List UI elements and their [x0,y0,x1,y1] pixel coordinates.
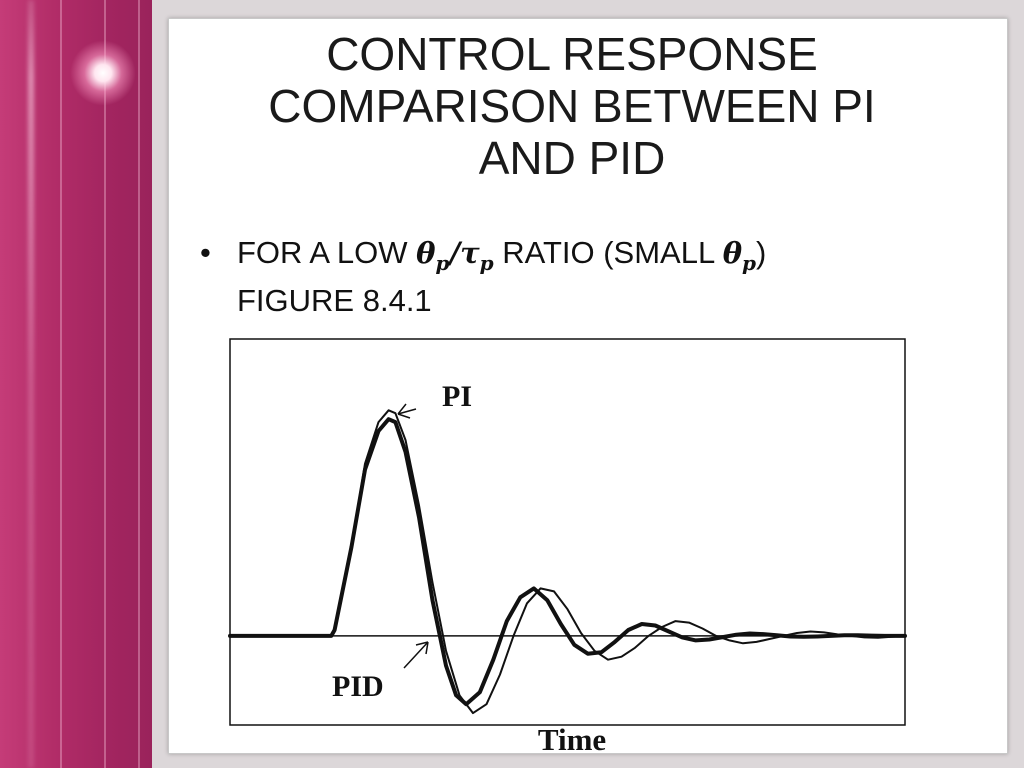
theta-subscript: p [435,251,450,276]
series-line-pid [228,417,907,707]
bullet-prefix: FOR A LOW [237,235,417,270]
series-line-pi [229,409,906,715]
x-axis-label: Time [538,722,606,757]
theta-subscript-small: p [742,251,757,276]
band-stripe [138,0,140,768]
title-line: COMPARISON BETWEEN PI [268,80,876,132]
band-stripe [104,0,106,768]
annotation-pid: PID [332,670,384,703]
theta-symbol: θ [416,236,436,270]
ratio-slash: / [449,236,461,270]
bullet-middle: RATIO (SMALL [493,235,723,270]
series-layer [228,409,907,715]
chart-svg: PI PID Time [228,338,907,757]
title-line: AND PID [478,132,666,184]
tau-subscript: p [479,251,494,276]
slide-title: CONTROL RESPONSE COMPARISON BETWEEN PI A… [168,28,976,184]
bullet-text: FOR A LOW θp/τp RATIO (SMALL θp) FIGURE … [237,234,957,319]
annotation-pi: PI [442,380,472,413]
figure-reference: FIGURE 8.4.1 [237,283,432,319]
pid-arrow-icon [403,641,429,669]
pi-arrow-icon [397,403,417,419]
title-line: CONTROL RESPONSE [326,28,818,80]
band-glow [28,0,34,768]
theta-symbol-small: θ [722,236,743,270]
plot-frame [229,338,906,726]
response-chart: PI PID Time [220,334,920,760]
bullet-dot-icon: • [200,235,211,270]
band-stripe [60,0,62,768]
light-flare [70,40,136,106]
decorative-side-band [0,0,152,768]
tau-symbol: τ [460,236,480,270]
bullet-suffix: ) [756,235,767,270]
